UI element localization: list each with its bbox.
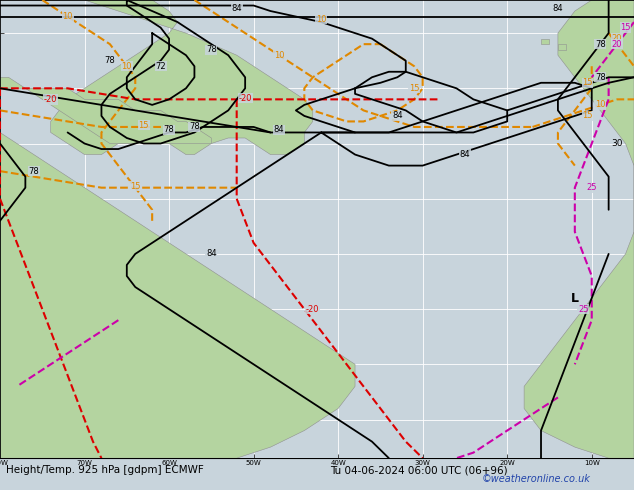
Text: Tu 04-06-2024 06:00 UTC (06+96): Tu 04-06-2024 06:00 UTC (06+96)	[330, 465, 507, 475]
Text: 10: 10	[122, 62, 132, 71]
Text: 84: 84	[274, 125, 284, 134]
Text: 84: 84	[460, 150, 470, 159]
Text: 78: 78	[595, 40, 605, 49]
Text: 15: 15	[409, 84, 420, 93]
Text: 78: 78	[29, 167, 39, 175]
Text: 78: 78	[164, 125, 174, 134]
Text: 15: 15	[138, 121, 149, 130]
Text: Height/Temp. 925 hPa [gdpm] ECMWF: Height/Temp. 925 hPa [gdpm] ECMWF	[6, 465, 204, 475]
Text: 30: 30	[611, 139, 623, 148]
Text: 10: 10	[595, 100, 605, 109]
Text: 10: 10	[274, 50, 284, 60]
Text: 78: 78	[595, 73, 605, 82]
Text: -20: -20	[44, 95, 58, 104]
Polygon shape	[524, 0, 634, 458]
Text: 15: 15	[130, 181, 141, 191]
Text: -20: -20	[306, 305, 320, 314]
Text: 84: 84	[206, 249, 217, 258]
Polygon shape	[541, 39, 550, 44]
Text: 15: 15	[620, 23, 631, 32]
Text: 72: 72	[155, 62, 166, 71]
Text: 25: 25	[586, 183, 597, 192]
Polygon shape	[0, 77, 211, 144]
Text: 78: 78	[206, 45, 217, 54]
Text: 25: 25	[578, 305, 588, 314]
Text: 10: 10	[62, 12, 73, 21]
Text: 20: 20	[612, 34, 623, 43]
Text: 15: 15	[582, 78, 593, 87]
Text: -20: -20	[238, 94, 252, 103]
Text: 84: 84	[231, 4, 242, 13]
Text: 78: 78	[105, 56, 115, 65]
Text: 78: 78	[189, 122, 200, 131]
Text: 20: 20	[612, 40, 623, 49]
Text: 15: 15	[582, 111, 593, 121]
Polygon shape	[558, 44, 566, 49]
Text: 84: 84	[392, 111, 403, 121]
Polygon shape	[0, 132, 355, 458]
Text: 10: 10	[316, 15, 327, 24]
Text: L: L	[571, 292, 579, 305]
Text: ©weatheronline.co.uk: ©weatheronline.co.uk	[482, 474, 591, 484]
Polygon shape	[0, 0, 313, 154]
Text: 84: 84	[553, 4, 563, 13]
